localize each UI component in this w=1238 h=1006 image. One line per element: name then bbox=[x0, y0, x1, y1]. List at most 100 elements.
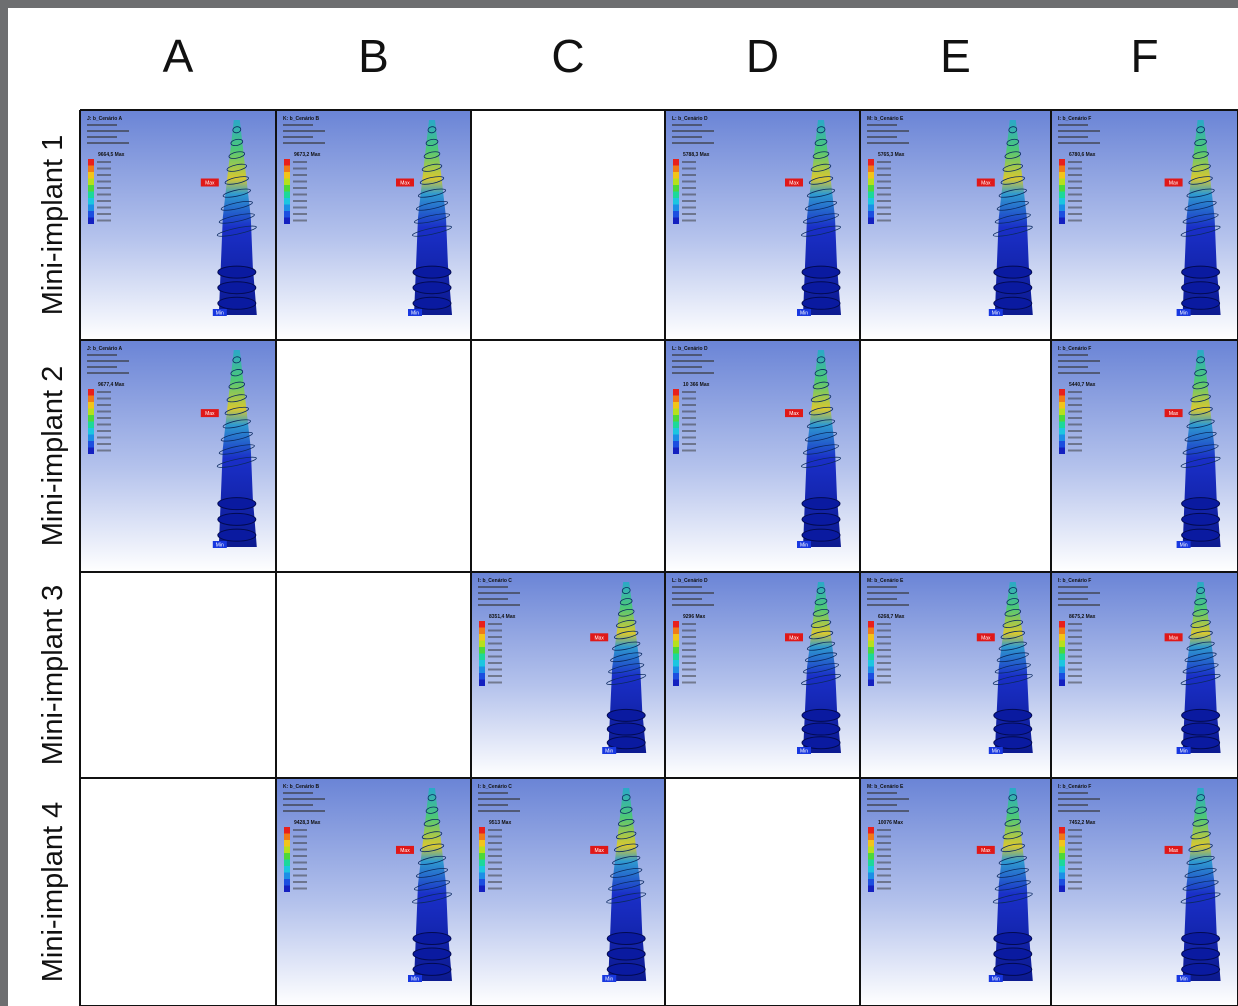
legend-swatch bbox=[1059, 634, 1065, 641]
legend-swatch bbox=[284, 166, 290, 173]
caption-line bbox=[87, 354, 117, 356]
legend-swatch bbox=[868, 192, 874, 199]
caption-line bbox=[283, 804, 313, 806]
legend-tick bbox=[293, 868, 307, 870]
fea-result: L: b_Cenário D5788,3 MaxMaxMin bbox=[665, 110, 860, 340]
legend-swatch bbox=[673, 634, 679, 641]
caption-line bbox=[672, 360, 714, 362]
min-tag: Min bbox=[1180, 543, 1188, 549]
legend-swatch bbox=[284, 205, 290, 212]
caption-line bbox=[478, 604, 520, 606]
legend-tick bbox=[293, 881, 307, 883]
max-tag: Max bbox=[594, 635, 604, 641]
legend-swatch bbox=[1059, 628, 1065, 635]
legend-swatch bbox=[479, 834, 485, 841]
legend-tick bbox=[488, 855, 502, 857]
implant-head bbox=[994, 933, 1032, 945]
caption-line bbox=[1058, 124, 1088, 126]
min-tag: Min bbox=[800, 311, 808, 317]
caption-line bbox=[672, 130, 714, 132]
fea-result: M: b_Cenário E5765,3 MaxMaxMin bbox=[860, 110, 1051, 340]
implant-head bbox=[802, 297, 840, 309]
legend-tick bbox=[97, 398, 111, 400]
legend-tick bbox=[488, 849, 502, 851]
implant-head bbox=[1182, 297, 1220, 309]
caption-line bbox=[672, 354, 702, 356]
caption-line bbox=[1058, 586, 1088, 588]
cell-title: M: b_Cenário E bbox=[867, 116, 904, 122]
legend-tick bbox=[877, 875, 891, 877]
caption-line bbox=[87, 124, 117, 126]
legend-tick bbox=[1068, 623, 1082, 625]
legend-swatch bbox=[868, 667, 874, 674]
legend-tick bbox=[97, 220, 111, 222]
legend-swatch bbox=[1059, 647, 1065, 654]
caption-line bbox=[87, 136, 117, 138]
legend-tick bbox=[682, 398, 696, 400]
legend-tick bbox=[682, 220, 696, 222]
legend-tick bbox=[97, 450, 111, 452]
frame-top bbox=[0, 0, 1238, 8]
legend-tick bbox=[877, 168, 891, 170]
column-label: E bbox=[940, 30, 971, 82]
legend-tick bbox=[877, 636, 891, 638]
implant-head bbox=[1182, 529, 1220, 541]
legend-swatch bbox=[1059, 159, 1065, 166]
legend-tick bbox=[1068, 875, 1082, 877]
caption-line bbox=[87, 372, 129, 374]
max-value: 8351,4 Max bbox=[489, 614, 516, 620]
legend-tick bbox=[682, 417, 696, 419]
max-tag: Max bbox=[789, 181, 799, 187]
legend-swatch bbox=[868, 647, 874, 654]
column-label: D bbox=[746, 30, 779, 82]
caption-line bbox=[672, 598, 702, 600]
max-value: 9673,2 Max bbox=[294, 152, 321, 158]
legend-swatch bbox=[479, 634, 485, 641]
legend-tick bbox=[488, 649, 502, 651]
legend-swatch bbox=[673, 680, 679, 687]
legend-swatch bbox=[1059, 853, 1065, 860]
caption-line bbox=[1058, 354, 1088, 356]
max-value: 9296 Max bbox=[683, 614, 705, 620]
legend-tick bbox=[1068, 643, 1082, 645]
implant-head bbox=[802, 737, 840, 749]
implant-head bbox=[218, 529, 256, 541]
legend-swatch bbox=[673, 218, 679, 225]
cell-title: I: b_Cenário F bbox=[1058, 784, 1091, 790]
legend-tick bbox=[488, 888, 502, 890]
max-tag: Max bbox=[789, 411, 799, 417]
legend-tick bbox=[1068, 437, 1082, 439]
legend-swatch bbox=[868, 673, 874, 680]
legend-swatch bbox=[1059, 886, 1065, 893]
caption-line bbox=[283, 798, 325, 800]
legend-tick bbox=[97, 174, 111, 176]
implant-head bbox=[802, 529, 840, 541]
legend-tick bbox=[682, 168, 696, 170]
implant-head bbox=[1182, 282, 1220, 294]
legend-swatch bbox=[284, 879, 290, 886]
legend-swatch bbox=[284, 218, 290, 225]
legend-swatch bbox=[88, 402, 94, 409]
legend-tick bbox=[877, 187, 891, 189]
legend-swatch bbox=[868, 628, 874, 635]
implant-head bbox=[413, 297, 451, 309]
legend-swatch bbox=[1059, 641, 1065, 648]
legend-swatch bbox=[868, 218, 874, 225]
legend-swatch bbox=[1059, 860, 1065, 867]
legend-swatch bbox=[673, 422, 679, 429]
legend-swatch bbox=[673, 428, 679, 435]
legend-swatch bbox=[1059, 435, 1065, 442]
caption-line bbox=[283, 810, 325, 812]
legend-swatch bbox=[88, 422, 94, 429]
caption-line bbox=[283, 124, 313, 126]
implant-head bbox=[802, 266, 840, 278]
legend-swatch bbox=[673, 205, 679, 212]
legend-tick bbox=[1068, 161, 1082, 163]
fea-result: L: b_Cenário D9296 MaxMaxMin bbox=[665, 572, 860, 778]
legend-tick bbox=[97, 430, 111, 432]
implant-head bbox=[218, 498, 256, 510]
legend-swatch bbox=[868, 860, 874, 867]
legend-tick bbox=[877, 881, 891, 883]
caption-line bbox=[283, 136, 313, 138]
